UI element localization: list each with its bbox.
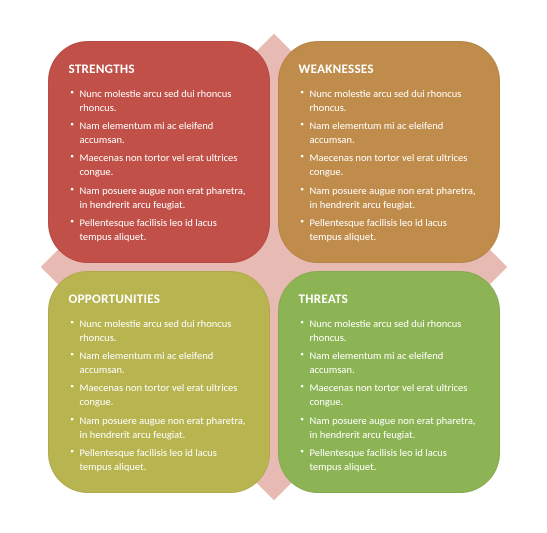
list-item: Nam posuere augue non erat pharetra, in … [301,414,481,442]
list-item: Maecenas non tortor vel erat ultrices co… [301,381,481,409]
list-item: Maecenas non tortor vel erat ultrices co… [71,381,251,409]
list-item: Nam elementum mi ac eleifend accumsan. [301,119,481,147]
list-item: Maecenas non tortor vel erat ultrices co… [301,151,481,179]
quadrant-strengths: STRENGTHS Nunc molestie arcu sed dui rho… [48,41,270,263]
list-item: Pellentesque facilisis leo id lacus temp… [71,446,251,474]
list-item: Nam posuere augue non erat pharetra, in … [71,184,251,212]
quadrant-title: WEAKNESSES [299,62,481,77]
list-item: Maecenas non tortor vel erat ultrices co… [71,151,251,179]
quadrant-threats: THREATS Nunc molestie arcu sed dui rhonc… [278,271,500,493]
list-item: Pellentesque facilisis leo id lacus temp… [71,216,251,244]
quadrant-title: STRENGTHS [69,62,251,77]
quadrant-title: OPPORTUNITIES [69,292,251,307]
quadrant-title: THREATS [299,292,481,307]
list-item: Pellentesque facilisis leo id lacus temp… [301,216,481,244]
list-item: Nunc molestie arcu sed dui rhoncus rhonc… [301,87,481,115]
list-item: Nam posuere augue non erat pharetra, in … [71,414,251,442]
list-item: Nunc molestie arcu sed dui rhoncus rhonc… [71,87,251,115]
list-item: Nunc molestie arcu sed dui rhoncus rhonc… [301,317,481,345]
list-item: Nam elementum mi ac eleifend accumsan. [301,349,481,377]
bullet-list: Nunc molestie arcu sed dui rhoncus rhonc… [299,87,481,245]
list-item: Nam elementum mi ac eleifend accumsan. [71,349,251,377]
list-item: Nam posuere augue non erat pharetra, in … [301,184,481,212]
bullet-list: Nunc molestie arcu sed dui rhoncus rhonc… [299,317,481,475]
quadrant-weaknesses: WEAKNESSES Nunc molestie arcu sed dui rh… [278,41,500,263]
list-item: Nunc molestie arcu sed dui rhoncus rhonc… [71,317,251,345]
list-item: Pellentesque facilisis leo id lacus temp… [301,446,481,474]
swot-grid: STRENGTHS Nunc molestie arcu sed dui rho… [48,41,500,493]
list-item: Nam elementum mi ac eleifend accumsan. [71,119,251,147]
quadrant-opportunities: OPPORTUNITIES Nunc molestie arcu sed dui… [48,271,270,493]
bullet-list: Nunc molestie arcu sed dui rhoncus rhonc… [69,317,251,475]
bullet-list: Nunc molestie arcu sed dui rhoncus rhonc… [69,87,251,245]
